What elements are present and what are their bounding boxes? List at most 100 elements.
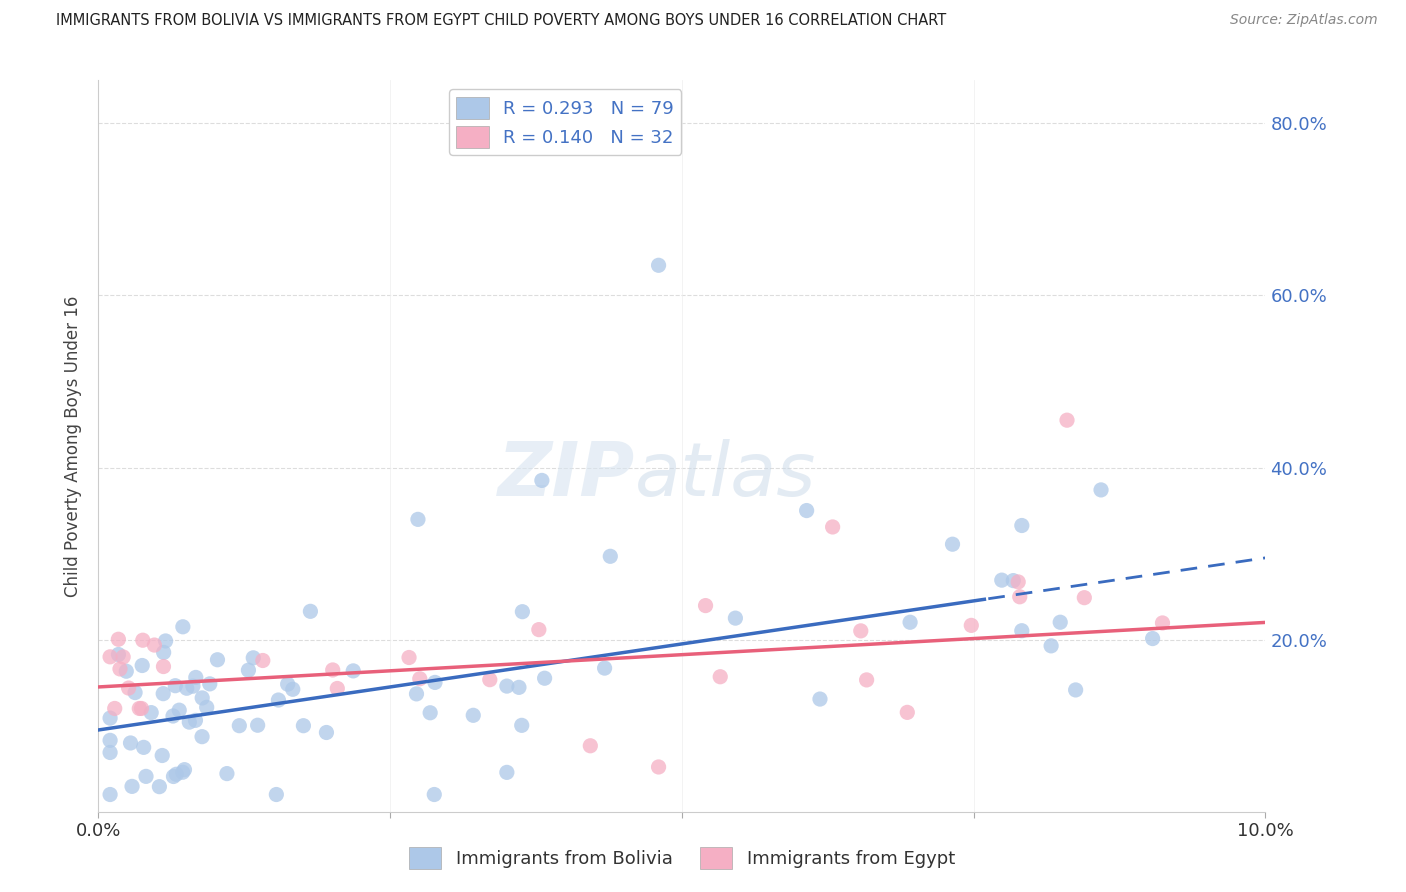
Point — [238, 663, 260, 677]
Point — [855, 673, 877, 687]
Point — [120, 736, 142, 750]
Point — [315, 725, 337, 739]
Point — [495, 765, 517, 780]
Point — [165, 767, 187, 781]
Point — [1049, 615, 1071, 630]
Point — [1007, 574, 1029, 589]
Point — [112, 649, 135, 664]
Text: IMMIGRANTS FROM BOLIVIA VS IMMIGRANTS FROM EGYPT CHILD POVERTY AMONG BOYS UNDER : IMMIGRANTS FROM BOLIVIA VS IMMIGRANTS FR… — [56, 13, 946, 29]
Point — [398, 650, 420, 665]
Point — [579, 739, 602, 753]
Point — [281, 682, 304, 697]
Point — [1040, 639, 1063, 653]
Point — [322, 663, 344, 677]
Point — [167, 703, 190, 717]
Point — [593, 661, 616, 675]
Point — [405, 687, 427, 701]
Point — [131, 658, 153, 673]
Point — [1090, 483, 1112, 497]
Point — [179, 715, 201, 730]
Point — [152, 645, 174, 659]
Point — [527, 623, 550, 637]
Point — [98, 746, 121, 760]
Text: atlas: atlas — [636, 439, 817, 511]
Point — [148, 780, 170, 794]
Point — [647, 258, 669, 272]
Point — [695, 599, 717, 613]
Point — [495, 679, 517, 693]
Point — [277, 677, 299, 691]
Point — [266, 788, 288, 802]
Point — [533, 671, 555, 685]
Point — [172, 620, 194, 634]
Point — [191, 730, 214, 744]
Point — [821, 520, 844, 534]
Point — [1064, 682, 1087, 697]
Point — [990, 573, 1012, 587]
Point — [1073, 591, 1095, 605]
Point — [107, 648, 129, 662]
Point — [1152, 615, 1174, 630]
Point — [215, 766, 238, 780]
Point — [228, 719, 250, 733]
Point — [1011, 624, 1033, 638]
Point — [172, 765, 194, 780]
Point — [1142, 632, 1164, 646]
Point — [252, 653, 274, 667]
Point — [162, 769, 184, 783]
Point — [478, 673, 501, 687]
Point — [121, 780, 143, 794]
Point — [124, 685, 146, 699]
Point — [512, 605, 534, 619]
Point — [423, 675, 446, 690]
Point — [184, 670, 207, 684]
Point — [242, 650, 264, 665]
Point — [176, 681, 198, 696]
Point — [195, 700, 218, 714]
Point — [246, 718, 269, 732]
Point — [117, 681, 139, 695]
Point — [184, 714, 207, 728]
Point — [508, 681, 530, 695]
Point — [267, 693, 290, 707]
Text: ZIP: ZIP — [498, 439, 636, 512]
Point — [299, 604, 322, 618]
Point — [419, 706, 441, 720]
Point — [530, 474, 553, 488]
Point — [896, 706, 918, 720]
Point — [135, 769, 157, 783]
Point — [198, 677, 221, 691]
Point — [510, 718, 533, 732]
Point — [423, 788, 446, 802]
Point — [115, 664, 138, 678]
Point — [406, 512, 429, 526]
Point — [143, 638, 166, 652]
Text: Source: ZipAtlas.com: Source: ZipAtlas.com — [1230, 13, 1378, 28]
Point — [98, 733, 121, 747]
Point — [141, 706, 163, 720]
Point — [808, 692, 831, 706]
Point — [1002, 574, 1025, 588]
Point — [107, 632, 129, 647]
Point — [207, 653, 229, 667]
Y-axis label: Child Poverty Among Boys Under 16: Child Poverty Among Boys Under 16 — [65, 295, 83, 597]
Point — [326, 681, 349, 696]
Point — [98, 711, 121, 725]
Point — [849, 624, 872, 638]
Point — [709, 670, 731, 684]
Point — [108, 662, 131, 676]
Point — [1056, 413, 1078, 427]
Point — [152, 687, 174, 701]
Point — [292, 719, 315, 733]
Point — [342, 664, 364, 678]
Point — [132, 633, 155, 648]
Point — [128, 701, 150, 715]
Point — [98, 649, 121, 664]
Point — [150, 748, 173, 763]
Point — [173, 763, 195, 777]
Point — [165, 679, 187, 693]
Point — [1011, 518, 1033, 533]
Point — [131, 701, 153, 715]
Point — [796, 503, 818, 517]
Point — [98, 788, 121, 802]
